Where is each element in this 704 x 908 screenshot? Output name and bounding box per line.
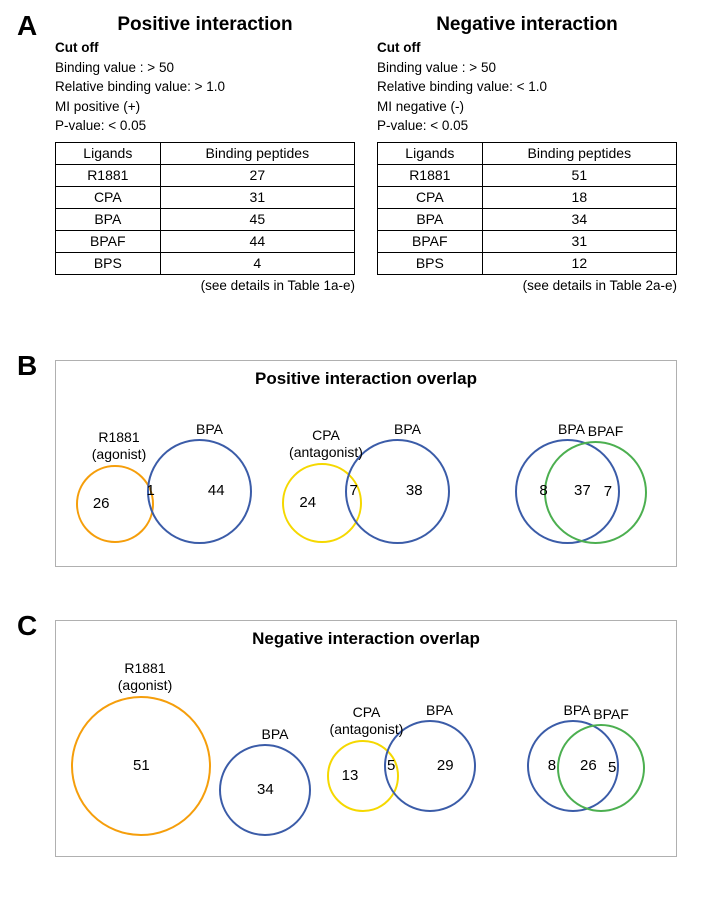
cutoff-line: MI positive (+) (55, 97, 355, 117)
venn-overlap-count: 7 (350, 482, 358, 499)
col-peptides: Binding peptides (160, 142, 354, 164)
cutoff-line: MI negative (-) (377, 97, 677, 117)
negative-table: Ligands Binding peptides R188151 CPA18 B… (377, 142, 677, 275)
venn-right-label: BPA (378, 421, 438, 438)
cutoff-header: Cut off (377, 38, 677, 58)
positive-column: Positive interaction Cut off Binding val… (55, 14, 355, 293)
table-row: BPA34 (378, 208, 677, 230)
venn-right-label: BPA (245, 726, 305, 743)
venn-right-count: 5 (608, 759, 616, 776)
venn-left-label: R1881(agonist) (105, 660, 185, 694)
table-row: BPAF31 (378, 230, 677, 252)
venn-overlap-count: 37 (574, 482, 591, 499)
panel-b-box: Positive interaction overlap 26144R1881(… (55, 360, 677, 567)
venn-left-label: CPA(antagonist) (327, 704, 407, 738)
table-header-row: Ligands Binding peptides (56, 142, 355, 164)
positive-title: Positive interaction (55, 14, 355, 36)
positive-table: Ligands Binding peptides R188127 CPA31 B… (55, 142, 355, 275)
col-peptides: Binding peptides (482, 142, 676, 164)
panel-c-label: C (17, 610, 37, 642)
col-ligands: Ligands (378, 142, 483, 164)
table-row: BPAF44 (56, 230, 355, 252)
venn-left-count: 24 (299, 494, 316, 511)
panel-c-box: Negative interaction overlap 5134R1881(a… (55, 620, 677, 857)
table-row: BPS12 (378, 252, 677, 274)
cutoff-line: Relative binding value: < 1.0 (377, 77, 677, 97)
venn-overlap-count: 1 (147, 482, 155, 499)
table-row: CPA18 (378, 186, 677, 208)
venn-left-count: 8 (548, 757, 556, 774)
panel-c-venn-container: 51 34 R1881(agonist) BPA 13 5 29 CPA(antagonist… (56, 621, 676, 856)
venn-right-count: 38 (406, 482, 423, 499)
negative-column: Negative interaction Cut off Binding val… (377, 14, 677, 293)
venn-circle-right (557, 724, 645, 812)
positive-caption: (see details in Table 1a-e) (55, 278, 355, 293)
negative-cutoffs: Cut off Binding value : > 50 Relative bi… (377, 38, 677, 136)
venn-right-count: 29 (437, 757, 454, 774)
cutoff-line: P-value: < 0.05 (55, 116, 355, 136)
venn-right-label: BPA (180, 421, 240, 438)
venn-right-label: BPAF (581, 706, 641, 723)
cutoff-line: Binding value : > 50 (55, 58, 355, 78)
col-ligands: Ligands (56, 142, 161, 164)
positive-cutoffs: Cut off Binding value : > 50 Relative bi… (55, 38, 355, 136)
table-row: BPS4 (56, 252, 355, 274)
cutoff-line: Binding value : > 50 (377, 58, 677, 78)
panel-b-label: B (17, 350, 37, 382)
cutoff-line: P-value: < 0.05 (377, 116, 677, 136)
venn-left-label: R1881(agonist) (79, 429, 159, 463)
cutoff-line: Relative binding value: > 1.0 (55, 77, 355, 97)
venn-right-count: 34 (257, 781, 274, 798)
table-row: CPA31 (56, 186, 355, 208)
venn-left-label: CPA(antagonist) (286, 427, 366, 461)
venn-right-label: BPAF (576, 423, 636, 440)
venn-overlap-count: 26 (580, 757, 597, 774)
panel-b-venn-container: 26 1 44 R1881(agonist) BPA 24 7 38 CPA(antagonis… (56, 361, 676, 566)
venn-overlap-count: 5 (387, 757, 395, 774)
table-row: R188151 (378, 164, 677, 186)
negative-title: Negative interaction (377, 14, 677, 36)
venn-right-count: 44 (208, 482, 225, 499)
venn-circle-right (544, 441, 647, 544)
table-row: R188127 (56, 164, 355, 186)
negative-caption: (see details in Table 2a-e) (377, 278, 677, 293)
venn-left-count: 51 (133, 757, 150, 774)
table-header-row: Ligands Binding peptides (378, 142, 677, 164)
venn-left-count: 8 (539, 482, 547, 499)
venn-right-count: 7 (604, 483, 612, 500)
panel-a-label: A (17, 10, 37, 42)
venn-left-count: 26 (93, 495, 110, 512)
venn-circle-right (147, 439, 252, 544)
venn-circle-left (76, 465, 154, 543)
venn-right-label: BPA (410, 702, 470, 719)
venn-left-count: 13 (342, 767, 359, 784)
cutoff-header: Cut off (55, 38, 355, 58)
table-row: BPA45 (56, 208, 355, 230)
